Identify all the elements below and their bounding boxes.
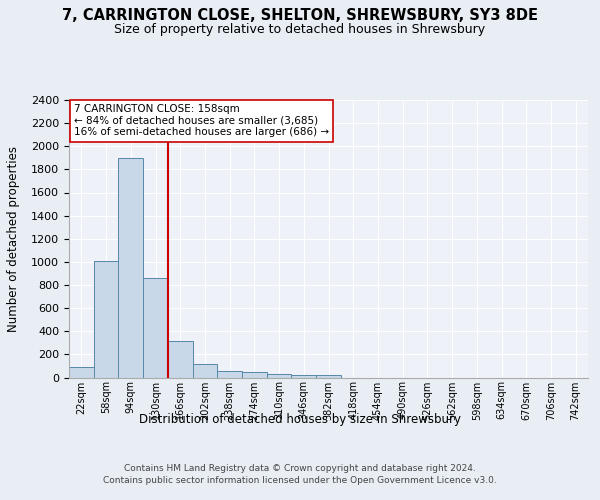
Text: Contains HM Land Registry data © Crown copyright and database right 2024.: Contains HM Land Registry data © Crown c… [124, 464, 476, 473]
Bar [69, 367, 94, 378]
Bar [94, 260, 118, 378]
Bar [242, 372, 267, 378]
Bar [267, 374, 292, 378]
Bar [118, 158, 143, 378]
Bar [316, 375, 341, 378]
Bar [217, 371, 242, 378]
Text: Contains public sector information licensed under the Open Government Licence v3: Contains public sector information licen… [103, 476, 497, 485]
Text: 7 CARRINGTON CLOSE: 158sqm
← 84% of detached houses are smaller (3,685)
16% of s: 7 CARRINGTON CLOSE: 158sqm ← 84% of deta… [74, 104, 329, 138]
Text: Size of property relative to detached houses in Shrewsbury: Size of property relative to detached ho… [115, 24, 485, 36]
Bar [193, 364, 217, 378]
Bar [168, 340, 193, 378]
Text: Distribution of detached houses by size in Shrewsbury: Distribution of detached houses by size … [139, 412, 461, 426]
Text: 7, CARRINGTON CLOSE, SHELTON, SHREWSBURY, SY3 8DE: 7, CARRINGTON CLOSE, SHELTON, SHREWSBURY… [62, 8, 538, 22]
Bar [292, 375, 316, 378]
Bar [143, 278, 168, 378]
Y-axis label: Number of detached properties: Number of detached properties [7, 146, 20, 332]
